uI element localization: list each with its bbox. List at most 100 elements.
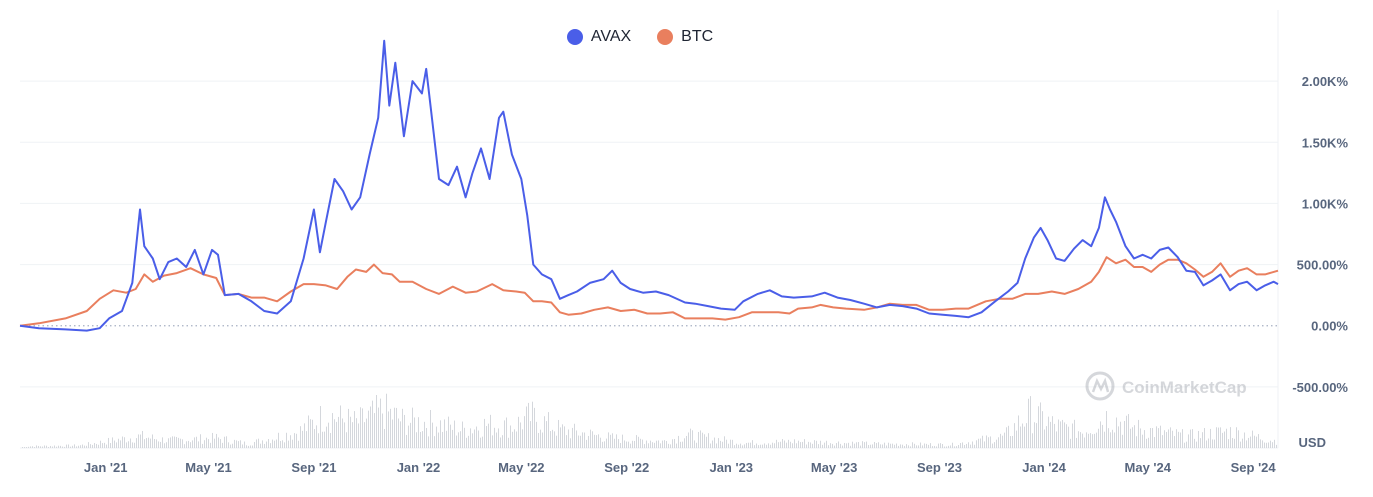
volume-bar <box>334 419 335 448</box>
volume-bar <box>112 437 113 448</box>
volume-bar <box>36 445 37 448</box>
volume-bar <box>772 442 773 448</box>
volume-bar <box>490 414 491 448</box>
volume-bar <box>882 444 883 448</box>
volume-bar <box>106 444 107 448</box>
volume-bar <box>48 446 49 448</box>
legend-item-btc[interactable]: BTC <box>657 28 713 46</box>
volume-bar <box>828 445 829 448</box>
volume-bar <box>1060 421 1061 448</box>
volume-bar <box>998 437 999 448</box>
volume-bar <box>598 434 599 448</box>
volume-bar <box>608 432 609 448</box>
currency-label[interactable]: USD <box>1299 435 1326 450</box>
volume-bar <box>816 440 817 448</box>
legend-label-btc: BTC <box>681 28 714 45</box>
volume-bar <box>124 437 125 448</box>
volume-bar <box>210 442 211 448</box>
volume-bar <box>52 446 53 448</box>
volume-bar <box>1174 436 1175 448</box>
volume-bar <box>762 444 763 448</box>
volume-bar <box>826 440 827 448</box>
volume-bar <box>114 440 115 448</box>
volume-bar <box>658 440 659 448</box>
series-line-btc[interactable] <box>19 256 1279 327</box>
volume-bar <box>316 425 317 448</box>
series-line-avax[interactable] <box>19 39 1279 332</box>
legend-item-avax[interactable]: AVAX <box>566 28 631 46</box>
volume-bar <box>310 419 311 448</box>
volume-bar <box>1112 429 1113 448</box>
volume-bar <box>1018 415 1019 448</box>
volume-bars <box>22 393 1277 448</box>
volume-bar <box>346 432 347 448</box>
volume-bar <box>1102 424 1103 448</box>
volume-bar <box>498 428 499 448</box>
volume-bar <box>686 435 687 448</box>
volume-bar <box>684 438 685 448</box>
volume-bar <box>78 445 79 448</box>
volume-bar <box>284 442 285 448</box>
volume-bar <box>382 413 383 448</box>
volume-bar <box>278 432 279 448</box>
volume-bar <box>946 446 947 448</box>
y-tick-label: 500.00% <box>1297 258 1349 273</box>
volume-bar <box>580 435 581 448</box>
volume-bar <box>920 442 921 448</box>
volume-bar <box>38 445 39 448</box>
volume-bar <box>890 443 891 448</box>
volume-bar <box>306 431 307 448</box>
volume-bar <box>496 432 497 448</box>
volume-bar <box>696 442 697 448</box>
volume-bar <box>902 444 903 448</box>
x-tick-label: May '22 <box>498 460 544 475</box>
volume-bar <box>710 443 711 448</box>
volume-bar <box>1198 430 1199 448</box>
volume-bar <box>150 438 151 448</box>
volume-bar <box>968 442 969 448</box>
volume-bar <box>252 445 253 448</box>
volume-bar <box>234 439 235 448</box>
volume-bar <box>754 445 755 448</box>
volume-bar <box>656 440 657 448</box>
volume-bar <box>738 444 739 448</box>
volume-bar <box>174 436 175 448</box>
volume-bar <box>392 419 393 448</box>
volume-bar <box>532 401 533 448</box>
volume-bar <box>270 443 271 448</box>
volume-bar <box>990 436 991 448</box>
volume-bar <box>1070 438 1071 448</box>
volume-bar <box>26 447 27 448</box>
volume-bar <box>566 435 567 448</box>
volume-bar <box>1170 427 1171 448</box>
volume-bar <box>34 447 35 448</box>
volume-bar <box>248 445 249 448</box>
volume-bar <box>958 444 959 448</box>
volume-bar <box>778 442 779 448</box>
volume-bar <box>1030 396 1031 448</box>
volume-bar <box>736 443 737 448</box>
volume-bar <box>694 440 695 448</box>
volume-bar <box>522 429 523 448</box>
volume-bar <box>1056 431 1057 448</box>
volume-bar <box>988 437 989 448</box>
volume-bar <box>376 394 377 448</box>
volume-bar <box>1228 439 1229 448</box>
volume-bar <box>822 444 823 448</box>
volume-bar <box>226 436 227 448</box>
x-tick-label: Sep '23 <box>917 460 962 475</box>
volume-bar <box>1072 423 1073 448</box>
volume-bar <box>292 439 293 448</box>
volume-bar <box>352 422 353 448</box>
volume-bar <box>798 440 799 448</box>
volume-bar <box>404 414 405 448</box>
x-tick-label: Sep '22 <box>604 460 649 475</box>
volume-bar <box>770 444 771 448</box>
volume-bar <box>634 440 635 448</box>
volume-bar <box>952 442 953 448</box>
volume-bar <box>158 441 159 448</box>
volume-bar <box>632 440 633 448</box>
volume-bar <box>200 434 201 448</box>
volume-bar <box>1220 427 1221 448</box>
